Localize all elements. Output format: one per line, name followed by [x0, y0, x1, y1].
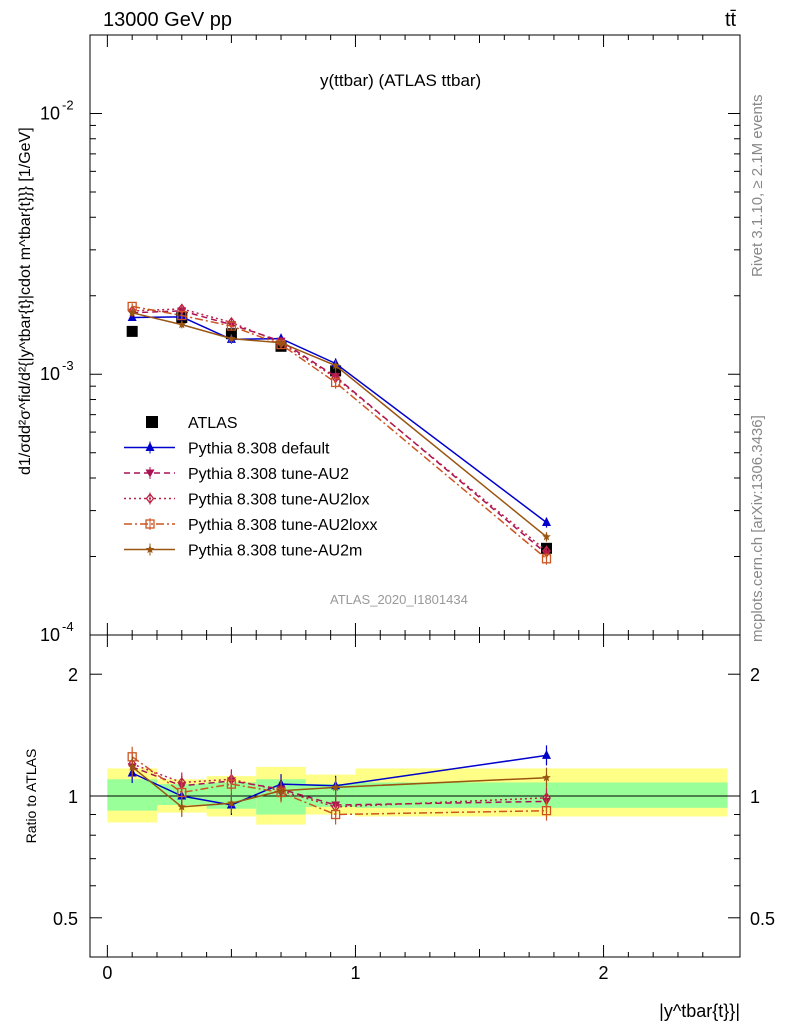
ratio-series-4-point — [542, 773, 551, 782]
ratio-series-4-line — [131, 766, 547, 808]
ratio-series-4-point — [177, 802, 187, 811]
ratio-series-4-point — [227, 798, 236, 807]
x-tick-label: 1 — [350, 963, 360, 983]
series-5-point — [177, 320, 187, 329]
uncertainty-band-inner — [107, 779, 157, 811]
series-5-point — [331, 361, 340, 370]
series-0-point — [225, 328, 237, 340]
series-5-line — [132, 312, 547, 538]
legend-marker — [145, 545, 155, 554]
legend-marker — [146, 416, 158, 428]
ratio-y-tick-label: 2 — [68, 665, 78, 685]
legend: ATLAS Pythia 8.308 default Pythia 8.308 tu… — [124, 415, 377, 560]
x-tick-label: 2 — [599, 963, 609, 983]
ratio-y-tick-label-right: 0.5 — [750, 909, 775, 929]
legend-label: Pythia 8.308 tune-AU2m — [188, 543, 362, 560]
ratio-y-tick-label: 0.5 — [53, 909, 78, 929]
x-tick-label: 0 — [102, 963, 112, 983]
main-y-axis-label: d1/σdd²σ^fid/d²{|y^tbar{t}|cdot m^tbar{t… — [17, 127, 34, 475]
series-5-point — [227, 334, 236, 343]
ratio-series-4-point — [331, 782, 340, 792]
legend-marker — [145, 492, 155, 505]
series-4-point — [226, 321, 237, 331]
analysis-watermark: ATLAS_2020_I1801434 — [330, 592, 468, 607]
mcplots-label: mcplots.cern.ch [arXiv:1306.3436] — [749, 415, 766, 642]
series-4-point — [330, 377, 341, 388]
ratio-y-tick-label: 1 — [68, 787, 78, 807]
main-y-tick-label: 10 — [40, 625, 60, 645]
x-axis-label: |y^tbar{t}}| — [659, 1001, 740, 1021]
legend-label: Pythia 8.308 default — [188, 441, 330, 458]
main-y-tick-label-exponent: -3 — [62, 358, 74, 373]
series-4-point — [177, 310, 187, 321]
ratio-series-3-point — [177, 787, 187, 798]
ratio-y-tick-label-right: 2 — [750, 665, 760, 685]
energy-label: 13000 GeV pp — [103, 9, 232, 31]
series-5-point — [542, 532, 551, 541]
ratio-series-1-line — [131, 766, 547, 806]
ratio-panel — [90, 745, 740, 825]
legend-label: Pythia 8.308 tune-AU2lox — [188, 492, 369, 509]
main-y-tick-label-exponent: -2 — [62, 97, 74, 112]
rivet-version-label: Rivet 3.1.10, ≥ 2.1M events — [749, 95, 766, 278]
ratio-series-3-point — [541, 806, 552, 816]
legend-marker — [145, 442, 155, 451]
axes: 10-410-310 -20.5 0.51 12 20 1 2d1/σdd²σ^fid/d²… — [17, 34, 775, 1021]
plot-title: y(ttbar) (ATLAS ttbar) — [320, 71, 481, 90]
legend-marker — [145, 519, 155, 529]
series-0-point — [126, 325, 138, 337]
uncertainty-band-inner — [305, 784, 356, 807]
process-label: tt̄ — [725, 9, 737, 31]
ratio-series-3-point — [226, 779, 237, 789]
ratio-series-3-point — [330, 809, 341, 820]
ratio-y-tick-label-right: 1 — [750, 787, 760, 807]
series-3-line — [132, 308, 547, 552]
ratio-series-0-line — [131, 754, 547, 806]
ratio-series-3-line — [131, 756, 547, 816]
series-5-point — [276, 338, 286, 347]
main-y-tick-label-exponent: -4 — [62, 619, 74, 634]
ratio-series-4-point — [276, 786, 286, 795]
series-5-point — [127, 308, 137, 317]
ratio-series-4-point — [127, 762, 137, 771]
ratio-series-0-point — [541, 749, 551, 759]
legend-marker — [145, 469, 155, 478]
series-2-line — [132, 310, 547, 555]
main-y-tick-label: 10 — [40, 103, 60, 123]
series-1-line — [132, 316, 547, 524]
main-y-tick-label: 10 — [40, 364, 60, 384]
main-panel — [126, 301, 552, 565]
legend-label: Pythia 8.308 tune-AU2 — [188, 466, 349, 483]
series-4-point — [541, 554, 552, 564]
legend-label: Pythia 8.308 tune-AU2loxx — [188, 517, 377, 534]
legend-label: ATLAS — [188, 415, 238, 432]
series-1-point — [541, 517, 551, 527]
ratio-y-axis-label: Ratio to ATLAS — [23, 749, 39, 844]
ratio-series-2-line — [131, 763, 547, 808]
